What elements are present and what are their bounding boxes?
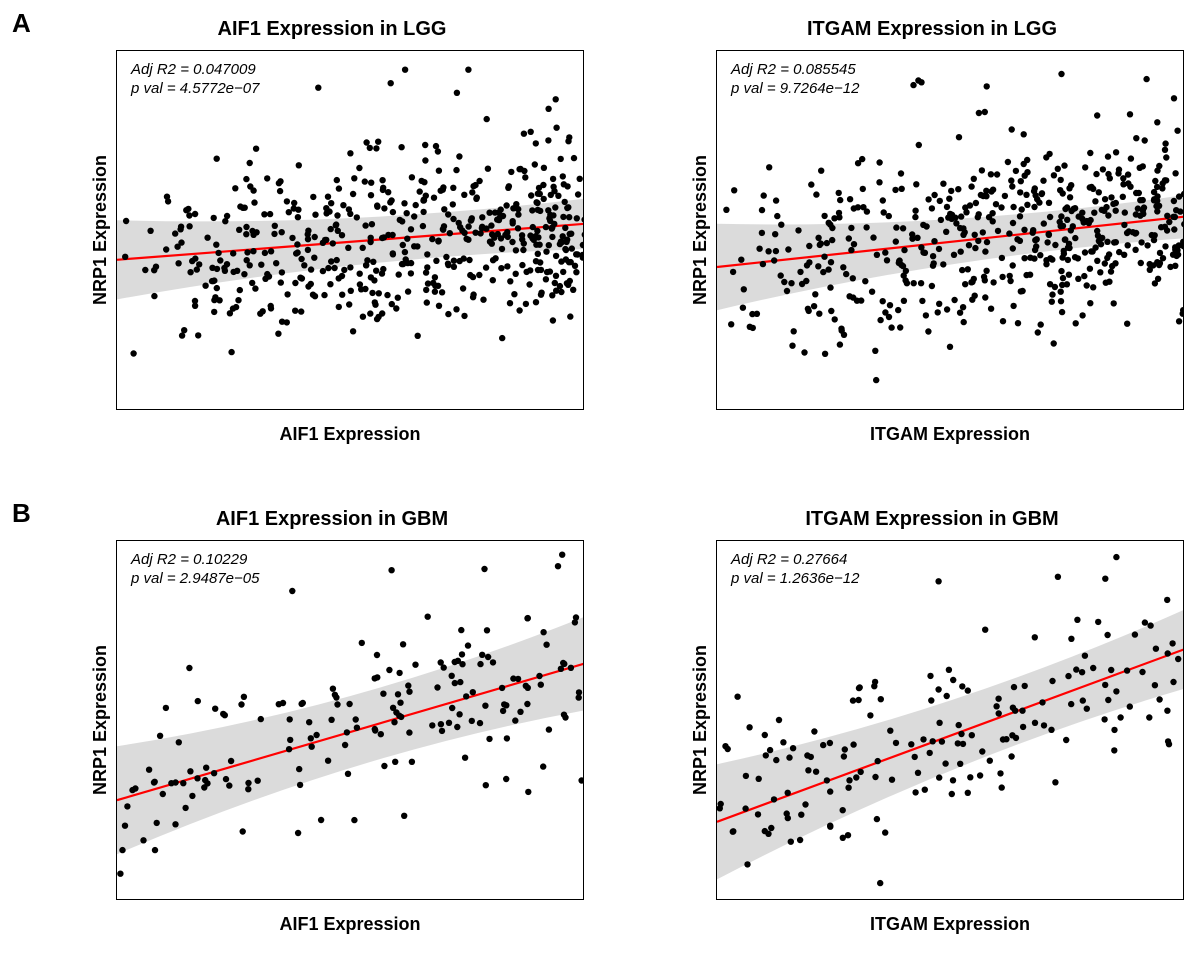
plot-area: Adj R2 = 0.27664p val = 1.2636e−12 bbox=[716, 540, 1184, 900]
confidence-ribbon bbox=[717, 609, 1184, 879]
scatter-plot bbox=[717, 51, 1184, 410]
stats-pval: p val = 9.7264e−12 bbox=[731, 80, 859, 99]
scatter-plot bbox=[117, 541, 584, 900]
scatter-plot bbox=[117, 51, 584, 410]
stats-annotation: Adj R2 = 0.047009p val = 4.5772e−07 bbox=[131, 61, 259, 99]
stats-annotation: Adj R2 = 0.10229p val = 2.9487e−05 bbox=[131, 551, 259, 589]
scatter-plot bbox=[717, 541, 1184, 900]
stats-pval: p val = 4.5772e−07 bbox=[131, 80, 259, 99]
stats-r2: Adj R2 = 0.085545 bbox=[731, 61, 859, 80]
y-axis-label: NRP1 Expression bbox=[90, 630, 111, 810]
stats-r2: Adj R2 = 0.10229 bbox=[131, 551, 259, 570]
y-axis-label: NRP1 Expression bbox=[90, 140, 111, 320]
plot-title: AIF1 Expression in LGG bbox=[72, 18, 592, 41]
x-axis-label: ITGAM Expression bbox=[716, 914, 1184, 935]
panel-label: A bbox=[12, 8, 31, 39]
panel-label: B bbox=[12, 498, 31, 529]
stats-r2: Adj R2 = 0.27664 bbox=[731, 551, 859, 570]
stats-r2: Adj R2 = 0.047009 bbox=[131, 61, 259, 80]
confidence-ribbon bbox=[117, 617, 584, 855]
stats-pval: p val = 1.2636e−12 bbox=[731, 570, 859, 589]
plot-area: Adj R2 = 0.047009p val = 4.5772e−07 bbox=[116, 50, 584, 410]
y-axis-label: NRP1 Expression bbox=[690, 630, 711, 810]
plot-title: AIF1 Expression in GBM bbox=[72, 508, 592, 531]
stats-pval: p val = 2.9487e−05 bbox=[131, 570, 259, 589]
x-axis-label: AIF1 Expression bbox=[116, 914, 584, 935]
plot-cell: ITGAM Expression in GBM Adj R2 = 0.27664p… bbox=[672, 498, 1192, 968]
plot-cell: ITGAM Expression in LGG Adj R2 = 0.085545… bbox=[672, 8, 1192, 478]
y-axis-label: NRP1 Expression bbox=[690, 140, 711, 320]
plot-area: Adj R2 = 0.085545p val = 9.7264e−12 bbox=[716, 50, 1184, 410]
regression-line bbox=[117, 663, 584, 800]
stats-annotation: Adj R2 = 0.27664p val = 1.2636e−12 bbox=[731, 551, 859, 589]
plot-title: ITGAM Expression in LGG bbox=[672, 18, 1192, 41]
stats-annotation: Adj R2 = 0.085545p val = 9.7264e−12 bbox=[731, 61, 859, 99]
x-axis-label: AIF1 Expression bbox=[116, 424, 584, 445]
plot-cell: AIF1 Expression in GBM Adj R2 = 0.10229p … bbox=[72, 498, 592, 968]
plot-area: Adj R2 = 0.10229p val = 2.9487e−05 bbox=[116, 540, 584, 900]
x-axis-label: ITGAM Expression bbox=[716, 424, 1184, 445]
plot-title: ITGAM Expression in GBM bbox=[672, 508, 1192, 531]
plot-cell: AIF1 Expression in LGG Adj R2 = 0.047009p… bbox=[72, 8, 592, 478]
